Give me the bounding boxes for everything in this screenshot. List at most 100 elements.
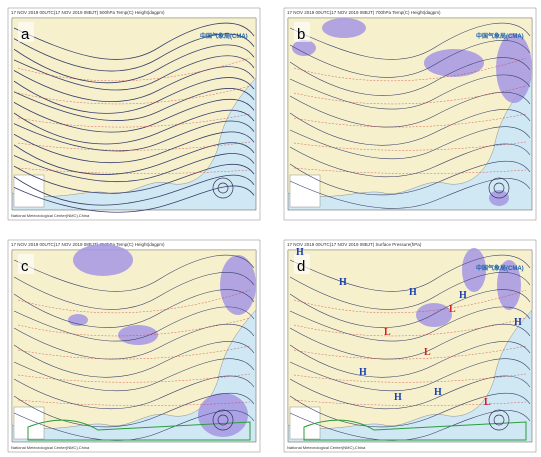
contour [13, 131, 255, 164]
isotherm [293, 113, 527, 128]
pressure-center: H [394, 392, 402, 403]
precip-area [73, 244, 133, 276]
contour [289, 22, 531, 60]
contour [13, 174, 255, 206]
contour [13, 142, 255, 175]
pressure-center: H [459, 290, 467, 301]
isotherm [293, 289, 527, 314]
contour [13, 410, 255, 441]
contour [13, 33, 255, 72]
panel-label: d [297, 258, 305, 275]
contour [289, 126, 531, 160]
panel-header: 17 NOV 2019 00UTC(17 NOV 2019 08BJT) 700… [287, 10, 441, 15]
contour [13, 272, 255, 310]
green-area [27, 419, 251, 441]
panel-label: b [297, 26, 305, 43]
isotherm [293, 85, 527, 105]
map-panel: 17 NOV 2019 00UTC(17 NOV 2019 08BJT) 850… [7, 239, 261, 453]
contour [13, 120, 255, 152]
panel-header: 17 NOV 2019 00UTC(17 NOV 2019 08BJT) 500… [11, 10, 165, 15]
map-panel: 17 NOV 2019 00UTC(17 NOV 2019 08BJT) 700… [283, 7, 537, 221]
contour [13, 22, 255, 60]
precip-area [322, 18, 366, 38]
contour [289, 272, 531, 310]
contour [13, 375, 255, 410]
pressure-center: H [409, 287, 417, 298]
typhoon [488, 177, 510, 199]
label-box [18, 22, 34, 42]
contour [289, 91, 531, 128]
contour [13, 289, 255, 328]
isotherm [293, 317, 527, 337]
contour [13, 164, 255, 194]
isotherm [17, 399, 251, 406]
precip-area [416, 303, 452, 327]
typhoon [493, 414, 505, 426]
precip-area [292, 40, 316, 56]
contour [289, 57, 531, 96]
typhoon [217, 182, 229, 194]
contour [13, 323, 255, 360]
contour [13, 254, 255, 292]
contour [13, 109, 255, 145]
contour [289, 178, 531, 209]
isotherm [17, 85, 251, 105]
map-panel: 17 NOV 2019 00UTC(17 NOV 2019 08BJT) 500… [7, 7, 261, 221]
isotherm [293, 141, 527, 151]
logo-text: 中国气象局(CMA) [476, 264, 524, 272]
label-box [294, 254, 310, 274]
precip-area [496, 33, 532, 103]
contour [289, 323, 531, 360]
inset-map [289, 174, 321, 208]
contour [289, 289, 531, 328]
panel-header: 17 NOV 2019 00UTC(17 NOV 2019 08BJT) Sur… [287, 242, 422, 247]
contour [13, 341, 255, 378]
pressure-center: H [359, 367, 367, 378]
contour [13, 77, 255, 114]
contour [13, 98, 255, 133]
contour [13, 185, 255, 213]
pressure-center: H [434, 387, 442, 398]
panel-footer: National Meteorological Center(NMC),Chin… [11, 213, 90, 218]
label-box [294, 22, 310, 42]
pressure-center: L [384, 327, 391, 338]
isotherm [17, 373, 251, 383]
logo-text: 中国气象局(CMA) [200, 32, 248, 40]
precip-area [424, 49, 484, 77]
typhoon [217, 414, 229, 426]
map-panel: 17 NOV 2019 00UTC(17 NOV 2019 08BJT) Sur… [283, 239, 537, 453]
pressure-center: L [484, 397, 491, 408]
isotherm [293, 399, 527, 406]
isotherm [293, 345, 527, 360]
contour [289, 341, 531, 378]
isotherm [293, 167, 527, 174]
logo-text: 中国气象局(CMA) [476, 32, 524, 40]
contour [13, 44, 255, 84]
contour [289, 358, 531, 392]
contour [289, 410, 531, 441]
isotherm [17, 289, 251, 314]
isotherm [17, 317, 251, 337]
typhoon [212, 409, 234, 431]
precip-area [462, 248, 486, 292]
label-box [18, 254, 34, 274]
isotherm [17, 141, 251, 151]
typhoon [212, 177, 234, 199]
pressure-center: H [296, 247, 304, 258]
typhoon [488, 409, 510, 431]
precip-area [118, 325, 158, 345]
contour [289, 392, 531, 428]
contour [289, 143, 531, 178]
contour [289, 375, 531, 410]
pressure-center: H [514, 317, 522, 328]
isotherm [293, 373, 527, 383]
panel-label: c [21, 258, 29, 275]
contour [13, 66, 255, 102]
contour [13, 358, 255, 392]
panel-footer: National Meteorological Center(NMC),Chin… [287, 445, 366, 450]
precip-area [220, 255, 256, 315]
contour [289, 40, 531, 78]
green-area [303, 419, 527, 441]
isotherm [17, 57, 251, 82]
